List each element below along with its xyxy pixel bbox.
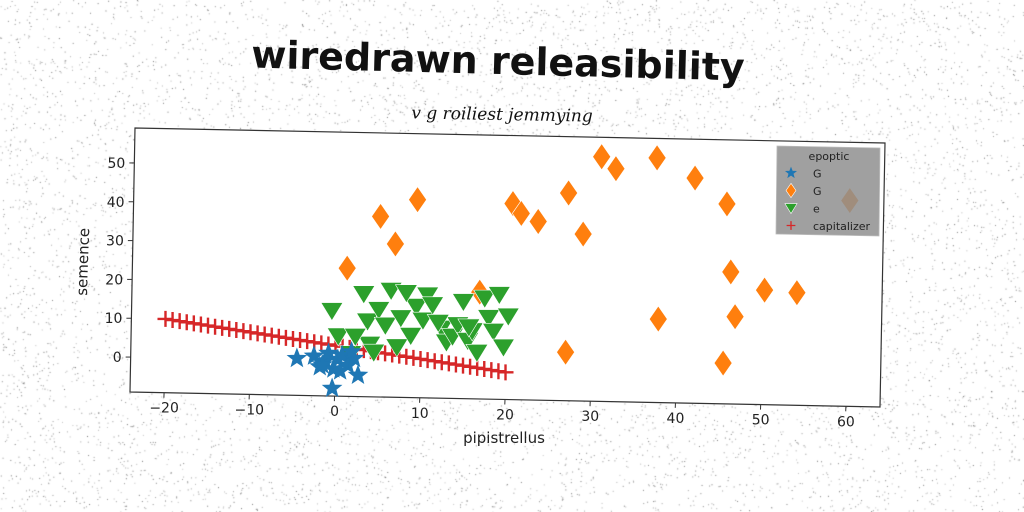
chart-title: wiredrawn releasibility: [251, 33, 746, 90]
data-point: [341, 340, 362, 361]
y-tick-label: 20: [105, 272, 123, 288]
data-point: [371, 202, 390, 230]
legend-swatch: [784, 203, 798, 215]
x-tick-label: 60: [837, 414, 855, 430]
data-point: [465, 344, 489, 363]
y-axis-label: semence: [73, 228, 93, 296]
legend-title: epoptic: [809, 150, 850, 163]
data-point: [685, 164, 705, 192]
x-tick-label: 20: [496, 408, 514, 424]
legend-entry: e: [813, 203, 820, 216]
data-point: [343, 328, 367, 347]
data-point: [647, 144, 667, 172]
data-point: [373, 316, 397, 336]
data-point: [385, 338, 409, 358]
data-point: [321, 377, 343, 398]
y-tick-label: 10: [105, 311, 123, 327]
data-point: [573, 220, 593, 248]
data-point: [362, 343, 386, 363]
data-point: [421, 296, 445, 316]
x-tick-label: 0: [330, 404, 339, 420]
x-tick-label: 50: [752, 413, 770, 429]
y-tick-label: 0: [113, 350, 122, 366]
legend-entry: capitalizer: [813, 220, 871, 233]
data-point: [399, 327, 423, 347]
x-tick-label: 30: [581, 409, 599, 425]
data-point: [481, 323, 506, 342]
data-point: [457, 318, 481, 338]
legend-swatch: [785, 182, 797, 199]
axis-ticks: −20 −10 0 10 20 30 40 50 60 0 10 20 30 40 50: [105, 156, 855, 430]
legend-entry: G: [813, 185, 822, 198]
x-tick-label: 10: [411, 406, 429, 422]
data-point: [347, 364, 369, 384]
legend: epoptic GGe capitalizer: [775, 145, 881, 237]
plot-frame: [129, 127, 886, 408]
data-point: [721, 258, 741, 286]
y-tick-label: 50: [108, 156, 126, 172]
data-point: [496, 307, 520, 327]
data-point: [559, 179, 578, 207]
data-point: [755, 276, 774, 304]
data-point: [329, 360, 351, 380]
data-point: [477, 309, 501, 329]
data-point: [408, 186, 427, 214]
legend-swatch: [786, 221, 796, 230]
data-point: [286, 347, 308, 368]
data-point: [326, 327, 350, 347]
x-tick-label: −20: [149, 401, 179, 417]
plot-area: [129, 127, 886, 408]
data-point: [491, 338, 515, 358]
data-point: [487, 286, 511, 306]
data-point: [497, 364, 514, 381]
y-tick-label: 30: [106, 234, 124, 250]
data-point: [648, 305, 668, 333]
data-point: [389, 309, 413, 329]
data-point: [355, 312, 380, 332]
data-point: [606, 155, 626, 183]
data-point: [404, 298, 428, 318]
data-point: [556, 338, 575, 366]
data-point: [367, 301, 391, 321]
chart-subtitle: v g roiliest jemmying: [411, 103, 593, 126]
data-point: [713, 349, 733, 377]
x-tick-label: 40: [667, 411, 685, 427]
data-point: [426, 314, 450, 334]
data-point: [352, 285, 376, 305]
data-point: [528, 207, 548, 236]
series-star: [286, 340, 369, 398]
y-tick-label: 40: [107, 195, 125, 211]
data-point: [787, 279, 807, 307]
data-point: [311, 353, 333, 374]
data-point: [725, 303, 745, 331]
data-point: [320, 302, 344, 322]
data-point: [394, 284, 418, 304]
legend-swatch: [784, 166, 798, 179]
data-point: [717, 190, 737, 218]
data-point: [318, 342, 339, 362]
legend-box: [775, 145, 881, 237]
data-point: [337, 254, 357, 282]
data-point: [451, 293, 475, 313]
data-point: [416, 286, 440, 306]
x-tick-label: −10: [235, 402, 265, 418]
x-axis-label: pipistrellus: [463, 429, 545, 447]
legend-entry: G: [813, 168, 822, 181]
series-triangle-down: [320, 282, 520, 365]
data-point: [303, 345, 325, 365]
data-point: [386, 230, 405, 258]
data-point: [592, 143, 612, 171]
data-point: [473, 289, 497, 309]
data-point: [511, 199, 531, 227]
